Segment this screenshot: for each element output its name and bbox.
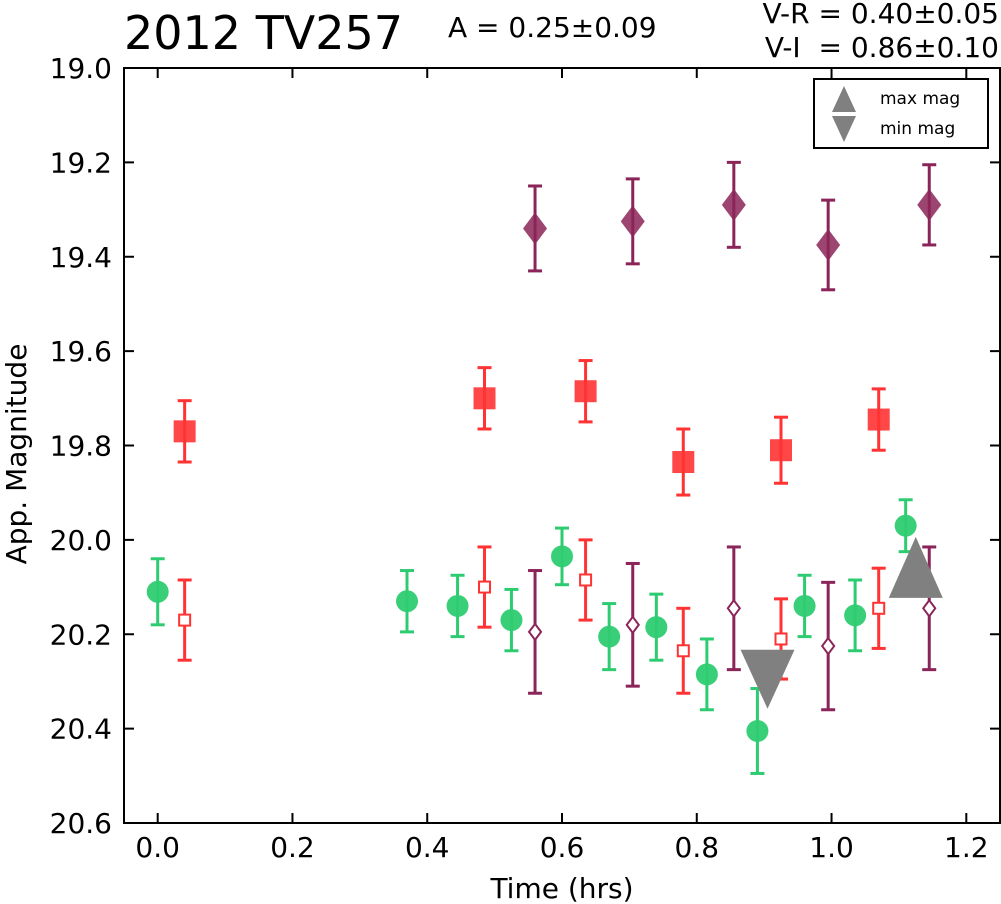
data-point-circle [894, 514, 917, 537]
y-axis-ticks: 19.0 19.2 19.4 19.6 19.8 20.0 20.2 20.4 20.6 [50, 52, 1000, 840]
x-tick-label: 0.2 [270, 831, 315, 864]
amplitude-label: A = 0.25±0.09 [448, 11, 657, 44]
data-point-square-open [579, 573, 593, 587]
data-point-square [574, 380, 597, 403]
data-point-circle [645, 616, 668, 639]
plot-frame [123, 67, 1001, 824]
x-axis-label: Time (hrs) [489, 872, 633, 904]
data-point-square-open [478, 580, 492, 594]
data-point-diamond-open [726, 598, 742, 618]
x-tick-label: 1.0 [809, 831, 854, 864]
y-tick-label: 19.0 [50, 52, 112, 85]
plot-marks [146, 160, 943, 775]
y-tick-label: 19.2 [50, 146, 112, 179]
data-point-circle [551, 545, 573, 568]
data-point-square-open [676, 644, 690, 658]
y-tick-label: 19.4 [50, 241, 112, 274]
data-point-circle [695, 663, 718, 686]
legend: max mag min mag [813, 78, 989, 149]
y-tick-label: 20.4 [50, 713, 112, 746]
data-point-diamond [917, 188, 942, 221]
data-point-diamond-open [625, 615, 641, 635]
data-point-square-open [872, 601, 886, 615]
data-point-circle [146, 580, 169, 603]
y-tick-label: 20.6 [50, 807, 112, 840]
data-point-square [867, 408, 890, 431]
data-point-diamond [816, 228, 841, 261]
x-tick-label: 1.2 [944, 831, 989, 864]
data-point-square-open [178, 613, 192, 627]
data-point-diamond [721, 188, 746, 221]
data-point-circle [746, 719, 769, 742]
y-tick-label: 20.2 [50, 618, 112, 651]
min-mag-marker [740, 649, 795, 709]
data-point-diamond-open [921, 598, 937, 618]
y-axis-label: App. Magnitude [0, 344, 33, 565]
legend-min-mag-marker [832, 116, 856, 142]
x-axis-ticks: 0.0 0.2 0.4 0.6 0.8 1.0 1.2 [135, 68, 989, 864]
x-tick-label: 0.8 [675, 831, 720, 864]
y-tick-label: 20.0 [50, 524, 112, 557]
data-point-circle [396, 590, 419, 613]
data-point-diamond-open [527, 622, 543, 642]
data-point-circle [793, 594, 816, 617]
legend-min-mag-label: min mag [880, 119, 955, 139]
data-point-diamond-open [820, 636, 836, 656]
legend-max-mag-marker [832, 86, 856, 112]
x-tick-label: 0.6 [540, 831, 585, 864]
data-point-square [473, 387, 496, 410]
data-point-diamond [620, 205, 645, 238]
data-point-square [173, 420, 196, 443]
max-mag-marker [888, 536, 943, 598]
data-point-circle [500, 609, 523, 632]
data-point-circle [446, 594, 469, 617]
x-tick-label: 0.4 [405, 831, 450, 864]
data-point-circle [844, 604, 867, 627]
data-point-circle [598, 625, 621, 648]
data-point-square [672, 451, 695, 474]
y-tick-label: 19.8 [50, 430, 112, 463]
legend-max-mag-label: max mag [880, 89, 960, 109]
data-point-square-open [774, 632, 788, 646]
v-i-color-label: V-I = 0.86±0.10 [764, 31, 999, 64]
data-point-diamond [523, 212, 548, 245]
data-point-square [770, 439, 792, 462]
object-title: 2012 TV257 [124, 6, 404, 60]
y-tick-label: 19.6 [50, 335, 112, 368]
x-tick-label: 0.0 [135, 831, 180, 864]
v-r-color-label: V-R = 0.40±0.05 [762, 0, 999, 30]
